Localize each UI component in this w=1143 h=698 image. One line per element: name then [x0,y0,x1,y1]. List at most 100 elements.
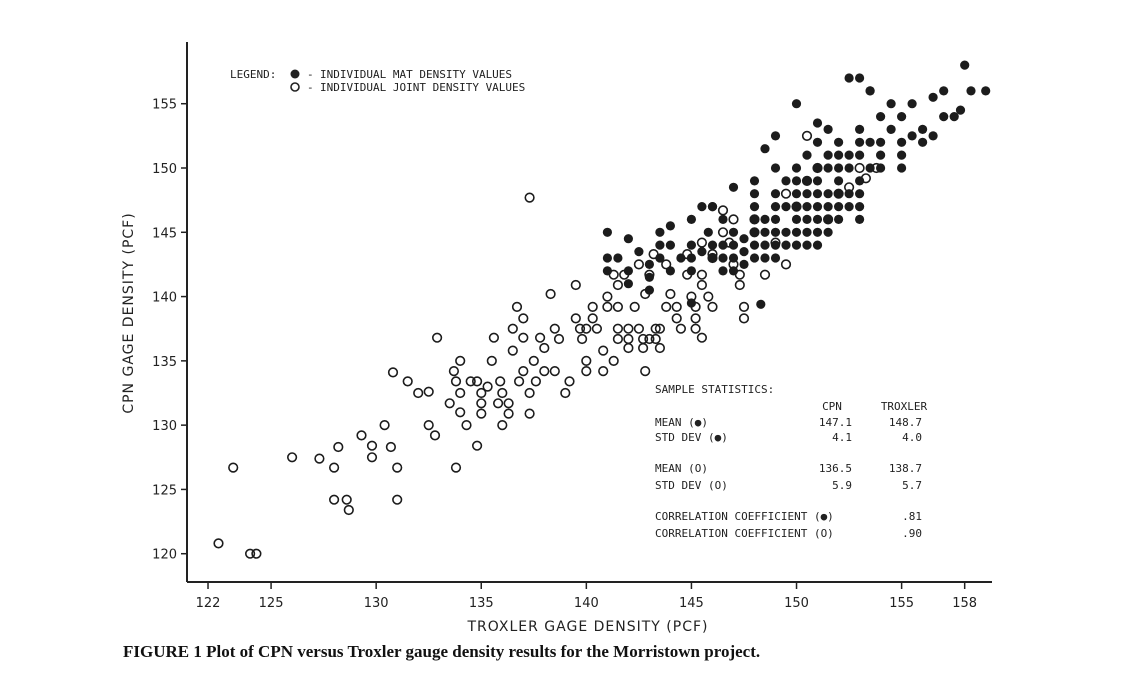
mat-density-point [823,202,833,212]
joint-density-point [329,462,340,473]
joint-density-point [493,398,504,409]
mat-density-point [802,176,812,186]
y-axis-label: CPN GAGE DENSITY (PCF) [121,212,137,413]
joint-density-point [703,291,714,302]
joint-density-point [623,323,634,334]
joint-density-point [717,205,729,216]
mat-density-point [802,240,812,250]
joint-density-point [465,376,476,387]
joint-density-point [574,323,586,334]
mat-density-point [676,253,686,263]
mat-density-point [718,240,728,250]
mat-density-point [855,73,865,83]
mat-density-point [907,131,917,141]
mat-density-point [802,214,812,224]
mat-density-point [876,150,886,160]
mat-density-point [718,214,728,224]
mat-density-point [844,150,854,160]
joint-density-point [455,355,466,367]
y-tick-label: 130 [152,419,177,434]
mat-density-point [760,240,770,250]
stats-col-cpn: CPN [822,400,842,413]
mat-density-point [644,285,655,295]
mat-density-point [855,124,865,134]
joint-density-point [450,376,462,387]
joint-density-point [530,376,542,387]
joint-density-point [854,162,865,174]
mat-density-point [812,176,823,186]
mat-density-point [602,253,613,263]
mat-density-point [749,202,760,212]
joint-density-point [549,366,560,377]
joint-density-point [518,332,529,343]
mat-density-point [897,150,907,160]
mat-density-point [623,234,634,244]
mat-density-point [770,163,781,173]
mat-density-point [781,176,791,186]
joint-density-point [661,301,672,313]
mat-density-point [791,227,802,237]
mat-density-point [770,227,781,237]
mat-density-point [749,189,760,199]
x-ticks: 122 125 130 135 140 145 150 155 158 [196,582,977,611]
stats-corr-joint-value: .90 [902,527,922,540]
mat-density-point [728,240,739,250]
stats-mean-mat-troxler: 148.7 [889,416,922,429]
joint-density-point [553,333,565,345]
x-tick-label: 135 [469,596,494,611]
y-tick-label: 145 [152,226,177,241]
joint-density-point [696,279,708,291]
joint-density-point [444,398,455,409]
joint-density-point [633,323,645,334]
joint-density-point [429,430,441,441]
joint-density-point [539,342,550,354]
stats-corr-joint-label: CORRELATION COEFFICIENT (O) [655,527,834,540]
joint-density-point [738,313,750,324]
x-tick-label: 145 [679,596,704,611]
mat-density-point [718,253,728,263]
y-tick-label: 125 [152,483,177,498]
joint-density-point [696,269,708,280]
mat-density-point [955,105,966,115]
joint-density-point [696,237,708,248]
x-tick-label: 158 [952,596,977,611]
joint-density-point [650,323,661,334]
joint-density-point [623,333,634,345]
joint-density-point [780,259,792,270]
stats-corr-mat-label: CORRELATION COEFFICIENT (●) [655,510,834,523]
mat-density-point [791,163,802,173]
legend-dash-1: - [307,68,314,81]
joint-density-point [476,408,487,419]
mat-density-point [770,253,781,263]
legend-mat-label: INDIVIDUAL MAT DENSITY VALUES [320,68,512,81]
y-tick-label: 135 [152,355,177,370]
mat-density-point [907,99,917,109]
joint-density-point [423,420,434,431]
joint-density-point [671,313,682,324]
mat-density-point [855,189,865,199]
joint-density-point [738,301,750,313]
joint-density-point [707,301,718,313]
mat-density-point [802,150,812,160]
mat-density-point [834,189,844,199]
joint-density-point [228,462,239,473]
mat-density-point [823,150,833,160]
mat-density-point [602,227,613,237]
mat-density-point [697,202,707,212]
mat-density-point [823,214,833,224]
joint-density-point [549,323,560,334]
mat-density-point [665,221,676,231]
mat-density-point [949,112,959,122]
joint-density-point [581,323,592,334]
joint-density-point [801,130,813,141]
joint-density-point [455,387,466,399]
joint-density-point [472,440,483,451]
mat-density-point [960,60,970,70]
joint-points [213,130,882,559]
stats-std-joint-label: STD DEV (O) [655,479,728,492]
joint-density-point [245,548,256,559]
mat-density-point [623,279,634,289]
mat-density-point [770,202,781,212]
joint-density-point [495,376,506,387]
